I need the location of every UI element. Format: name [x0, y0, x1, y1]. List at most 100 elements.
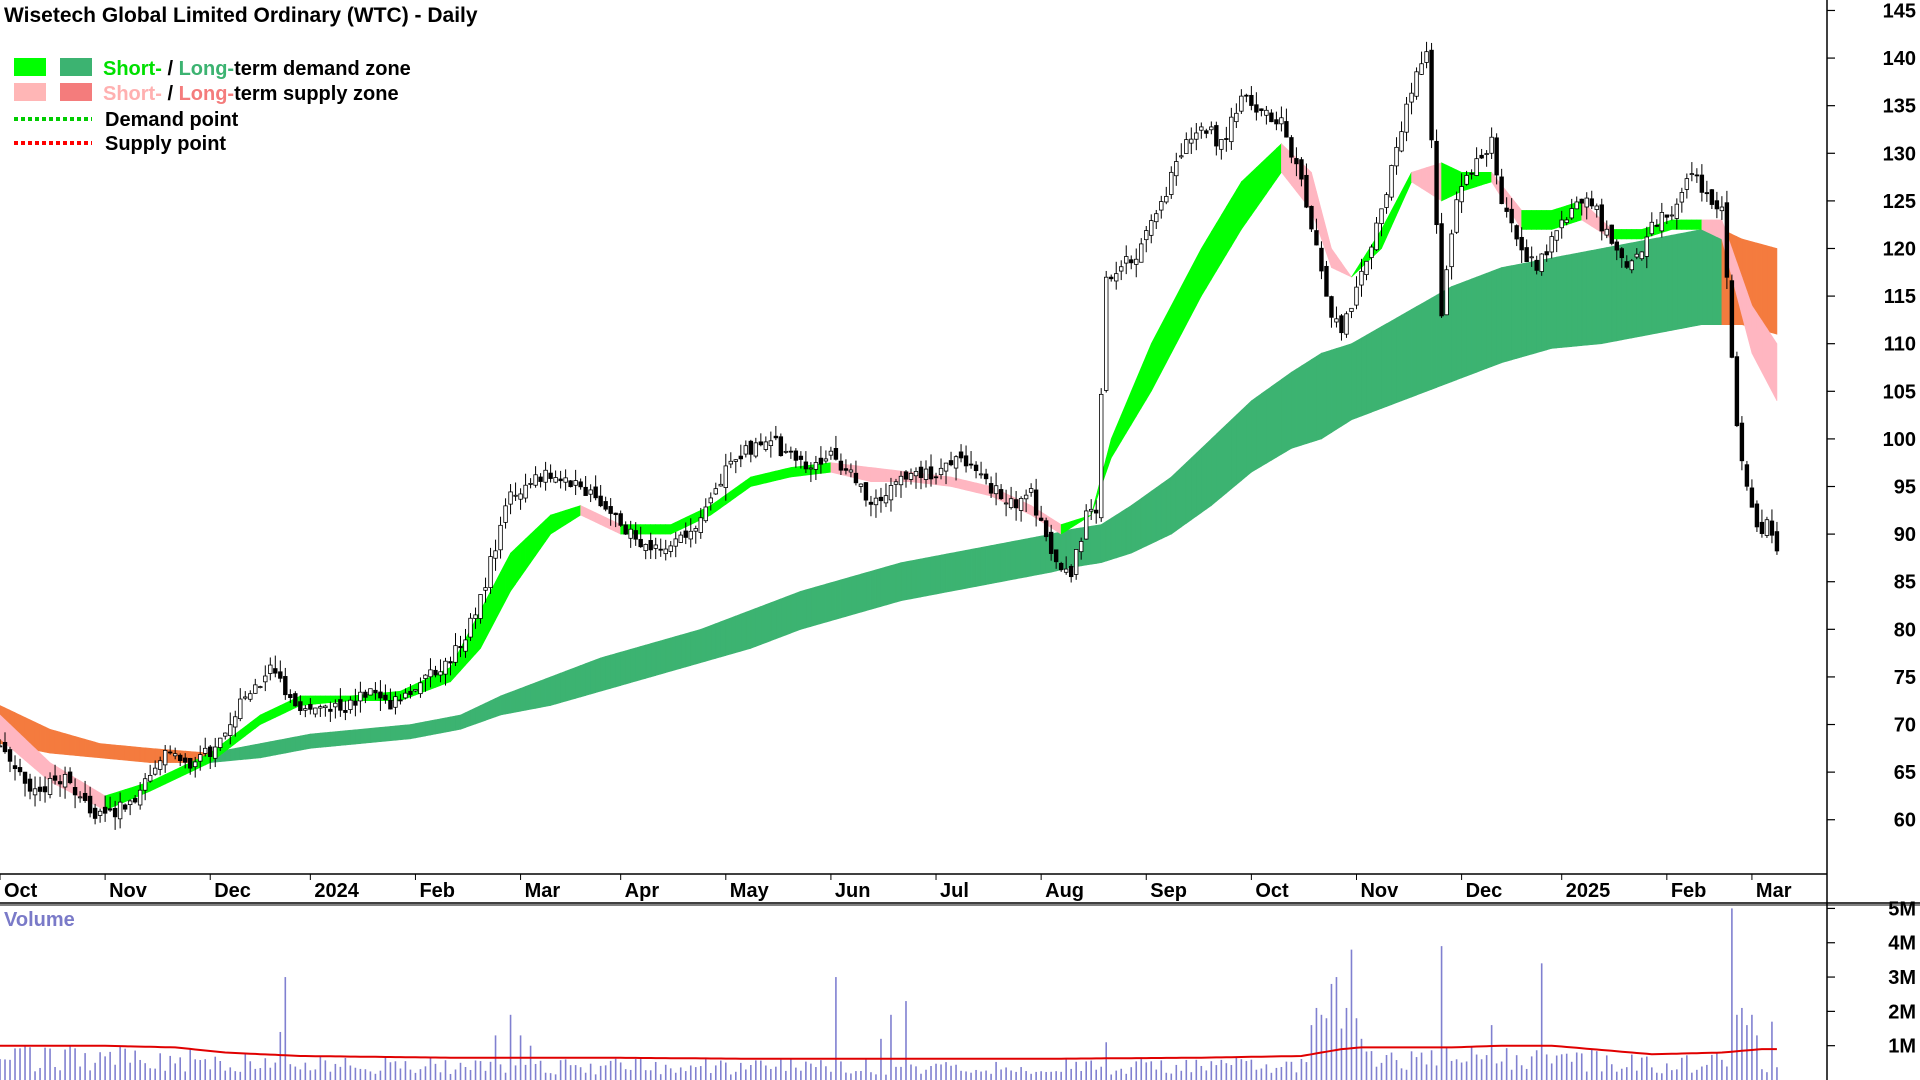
long-zone-segment: [1496, 267, 1502, 366]
long-zone-segment: [505, 691, 511, 715]
long-zone-segment: [1020, 538, 1027, 579]
candle-body: [1654, 224, 1660, 227]
long-zone-segment: [760, 604, 767, 645]
long-zone-segment: [1145, 490, 1152, 547]
candle-body: [963, 455, 969, 467]
short-zone-segment: [1481, 172, 1487, 186]
short-zone-segment: [1170, 295, 1177, 354]
short-zone-segment: [565, 508, 571, 526]
candle-body: [1083, 510, 1089, 540]
candle-body: [653, 544, 658, 549]
long-zone-segment: [885, 565, 892, 606]
long-zone-segment: [775, 598, 782, 640]
long-zone-segment: [1000, 542, 1007, 583]
long-zone-segment: [415, 722, 421, 739]
long-zone-segment: [435, 718, 441, 735]
long-zone-segment: [1491, 269, 1497, 367]
volume-tick-label: 3M: [1888, 967, 1916, 989]
candle-body: [1144, 230, 1149, 241]
long-zone-segment: [1286, 371, 1292, 452]
candle-body: [1099, 393, 1104, 519]
long-zone-segment: [1175, 466, 1182, 532]
candle-body: [1434, 140, 1439, 226]
long-zone-segment: [1236, 409, 1242, 486]
long-zone-segment: [595, 657, 601, 694]
long-zone-segment: [1366, 331, 1372, 415]
candle-body: [893, 481, 899, 485]
long-zone-segment: [275, 739, 281, 756]
candle-body: [1519, 236, 1524, 251]
short-zone-segment: [1226, 197, 1232, 256]
candle-body: [198, 754, 203, 762]
short-zone-segment: [605, 516, 611, 530]
short-zone-segment: [860, 465, 867, 481]
candle-body: [1774, 531, 1780, 552]
candle-body: [1529, 256, 1534, 259]
candle-body: [1234, 112, 1239, 123]
short-zone-segment: [1706, 219, 1713, 235]
candle-body: [1159, 201, 1164, 211]
long-zone-segment: [1316, 352, 1322, 441]
short-zone-segment: [1766, 327, 1773, 392]
long-zone-segment: [485, 700, 491, 721]
short-zone-segment: [315, 695, 321, 705]
long-zone-segment: [905, 560, 912, 601]
candle-body: [1204, 130, 1209, 134]
long-zone-segment: [1466, 278, 1472, 377]
candle-body: [17, 767, 23, 773]
long-zone-segment: [1586, 250, 1593, 346]
short-zone-segment: [1701, 219, 1708, 233]
short-zone-segment: [1231, 189, 1237, 248]
long-zone-segment: [545, 676, 551, 707]
candle-body: [1043, 520, 1049, 538]
candle-body: [768, 440, 774, 447]
long-zone-segment: [1206, 438, 1212, 510]
long-zone-segment: [1381, 323, 1387, 409]
long-zone-segment: [770, 600, 777, 642]
long-zone-segment: [755, 606, 762, 647]
short-zone-segment: [780, 468, 787, 480]
candle-body: [698, 517, 703, 533]
candle-body: [728, 460, 733, 465]
candle-body: [1724, 202, 1730, 278]
long-zone-segment: [395, 725, 401, 741]
short-zone-segment: [770, 470, 777, 483]
candle-body: [883, 495, 889, 504]
candle-body: [248, 693, 253, 700]
long-zone-segment: [1656, 236, 1663, 334]
long-zone-segment: [630, 647, 636, 684]
long-zone-segment: [800, 589, 807, 630]
month-label: Oct: [4, 880, 38, 902]
candle-body: [1399, 131, 1404, 152]
candle-body: [618, 513, 623, 526]
candle-body: [117, 801, 123, 820]
candle-body: [748, 440, 754, 455]
candle-body: [358, 691, 363, 702]
long-zone-segment: [1035, 535, 1042, 576]
short-zone-segment: [940, 475, 947, 487]
candle-body: [1104, 276, 1109, 391]
candle-body: [1714, 200, 1720, 210]
long-zone-segment: [620, 650, 626, 686]
candle-body: [353, 700, 358, 706]
candle-body: [423, 674, 428, 679]
short-zone-segment: [875, 467, 882, 483]
candle-body: [408, 690, 413, 695]
short-zone-segment: [1281, 143, 1287, 180]
candle-body: [1354, 286, 1359, 306]
candle-body: [1719, 206, 1725, 212]
month-label: Feb: [419, 880, 455, 902]
short-zone-segment: [1221, 205, 1227, 264]
long-zone-segment: [835, 579, 842, 620]
candle-body: [42, 786, 48, 793]
long-zone-segment: [1256, 393, 1262, 470]
volume-moving-average: [0, 1044, 1777, 1060]
long-zone-segment: [79, 737, 86, 757]
long-zone-segment: [430, 719, 436, 736]
short-zone-segment: [1421, 167, 1427, 192]
candle-body: [1038, 517, 1044, 521]
candle-body: [1174, 161, 1179, 177]
candle-body: [218, 737, 223, 748]
candle-body: [278, 671, 283, 679]
candle-body: [57, 781, 63, 785]
